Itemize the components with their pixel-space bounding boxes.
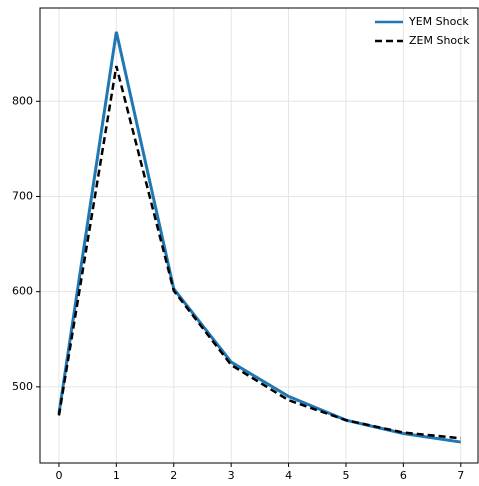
x-tick-label: 7 [457, 469, 464, 482]
x-tick-label: 6 [400, 469, 407, 482]
x-tick-label: 2 [170, 469, 177, 482]
line [57, 65, 461, 440]
x-tick-label: 0 [55, 469, 62, 482]
plot-frame [39, 7, 479, 464]
y-tick-label: 500 [12, 380, 33, 393]
x-tick-label: 4 [285, 469, 292, 482]
y-tick-label: 700 [12, 189, 33, 202]
y-tick-label: 600 [12, 285, 33, 298]
line [57, 31, 462, 444]
legend-label: YEM Shock [408, 15, 469, 28]
x-tick-label: 3 [228, 469, 235, 482]
legend-label: ZEM Shock [409, 34, 470, 47]
x-tick-label: 1 [113, 469, 120, 482]
x-tick-label: 5 [342, 469, 349, 482]
y-tick-label: 800 [12, 94, 33, 107]
